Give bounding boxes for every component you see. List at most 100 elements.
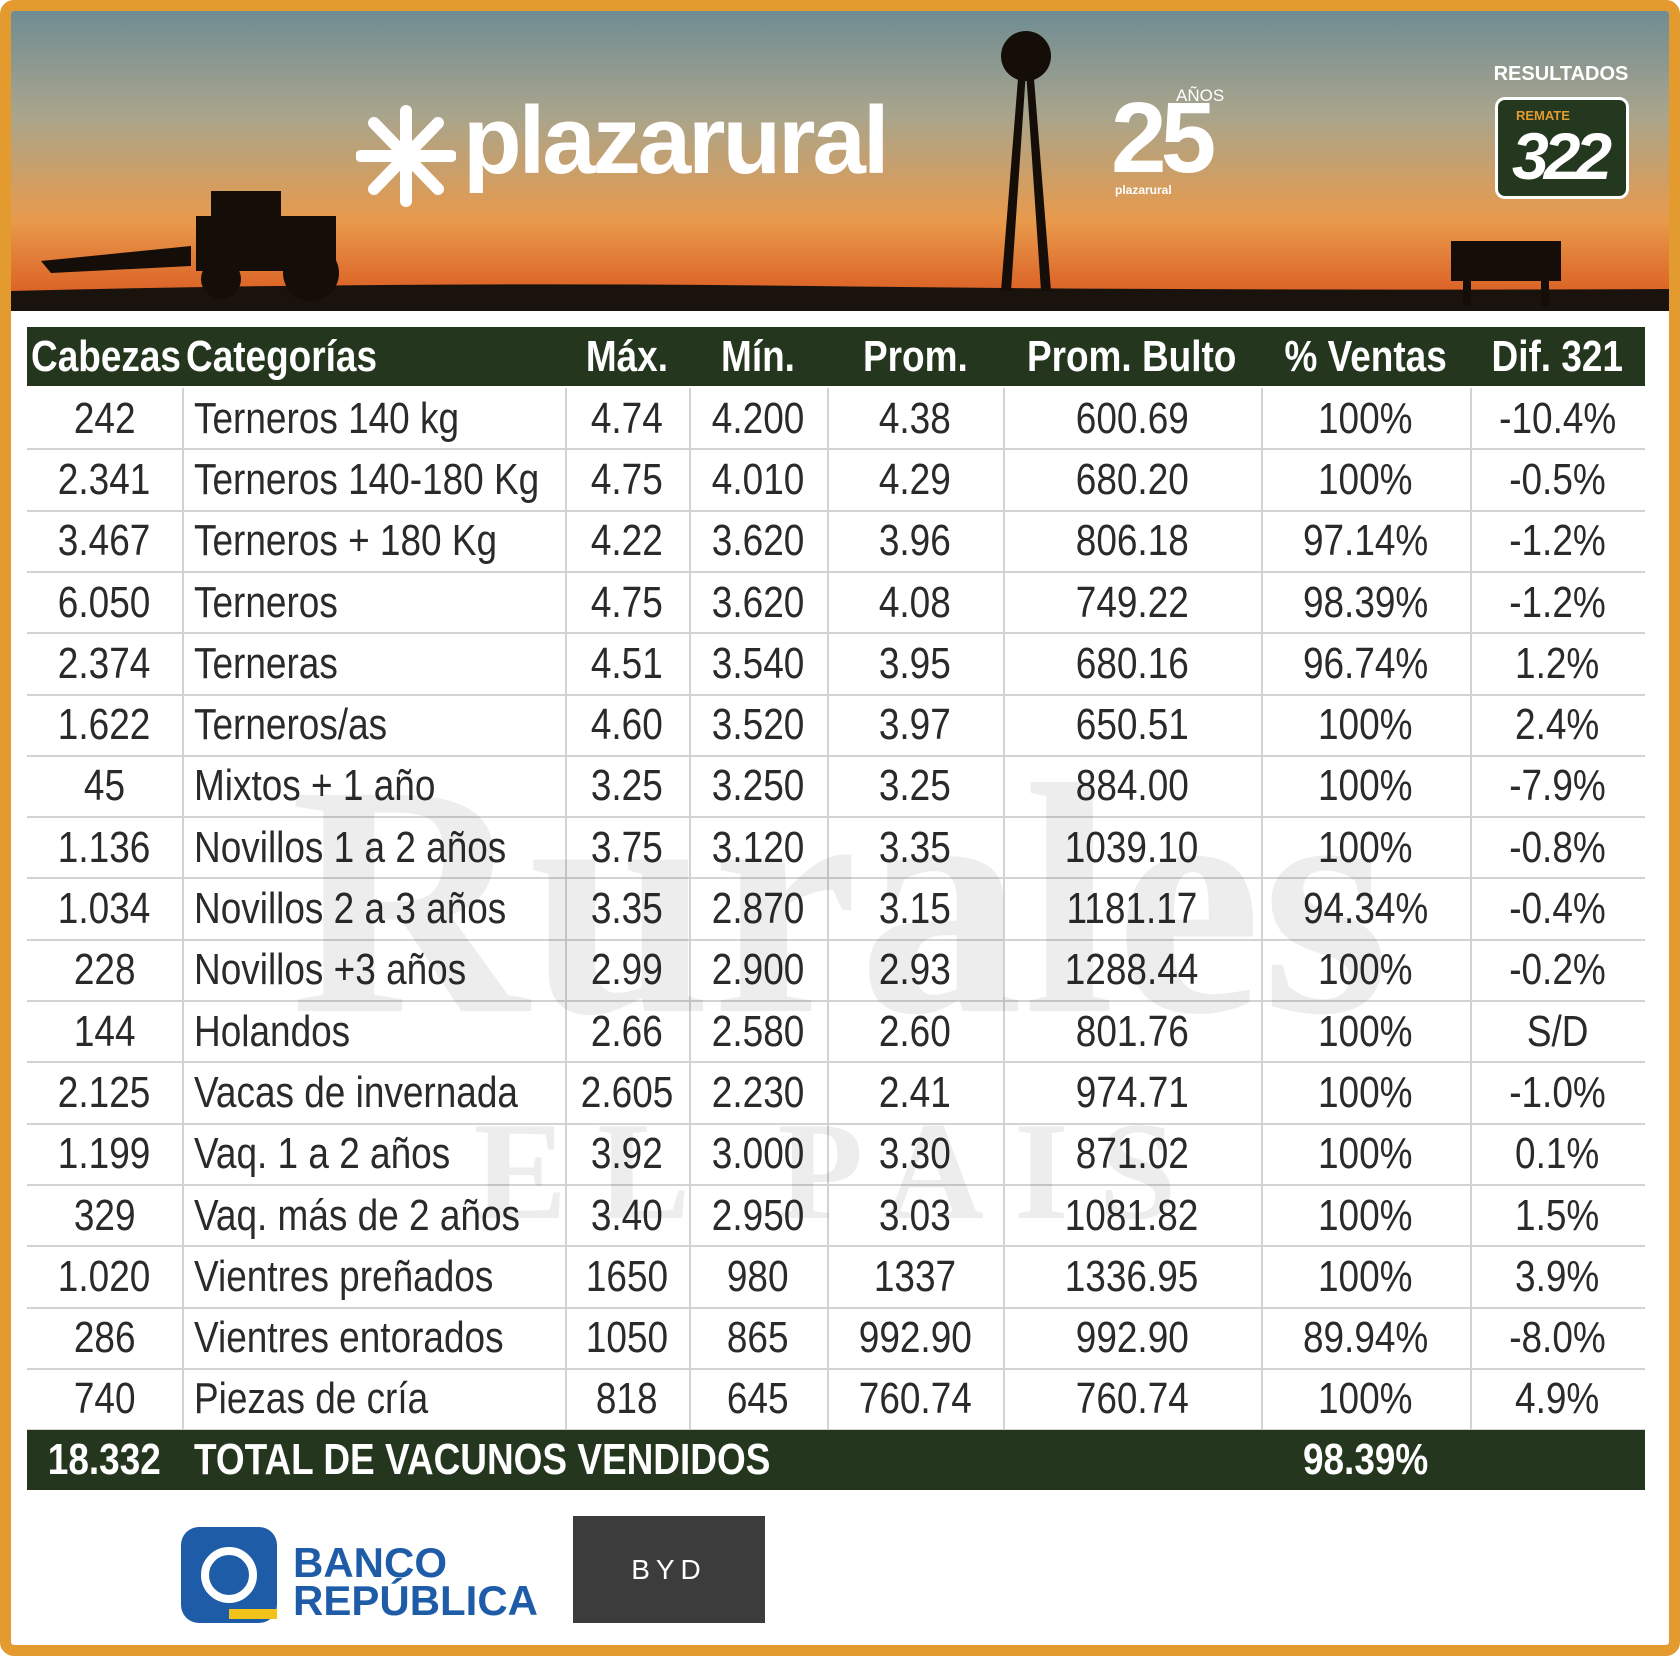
table-cell: 2.900: [689, 940, 827, 1001]
table-cell-text: 4.74: [591, 393, 663, 443]
table-cell: 4.9%: [1470, 1369, 1645, 1430]
table-cell: 818: [565, 1369, 689, 1430]
table-cell: 3.250: [689, 756, 827, 817]
table-cell-text: 4.010: [711, 454, 805, 504]
table-cell: 1.034: [27, 878, 182, 939]
table-cell: 100%: [1261, 388, 1470, 449]
table-cell-text: 3.120: [711, 822, 805, 872]
table-cell-text: 100%: [1318, 1374, 1413, 1424]
table-cell-text: 1050: [585, 1313, 669, 1363]
total-cell: 98.39%: [1261, 1430, 1470, 1490]
table-cell-text: 3.03: [879, 1190, 951, 1240]
table-cell: -1.2%: [1470, 511, 1645, 572]
table-cell-text: 100%: [1318, 700, 1413, 750]
table-cell: 3.40: [565, 1185, 689, 1246]
table-cell: 100%: [1261, 695, 1470, 756]
table-cell: 2.950: [689, 1185, 827, 1246]
table-cell: 2.341: [27, 449, 182, 510]
table-cell-text: 329: [73, 1190, 136, 1240]
row-line: [27, 1245, 1645, 1248]
table-cell: 3.120: [689, 817, 827, 878]
table-cell-text: 1.5%: [1515, 1190, 1600, 1240]
total-row: [27, 1430, 1645, 1491]
table-cell-text: 98.39%: [1302, 577, 1429, 627]
table-cell-text: Terneros 140 kg: [194, 393, 460, 443]
bank-name: BANCO REPÚBLICA: [293, 1542, 538, 1622]
table-cell-text: 2.66: [591, 1006, 663, 1056]
table-cell-text: 228: [73, 945, 136, 995]
table-cell: 3.25: [565, 756, 689, 817]
column-line: [565, 388, 567, 1431]
table-cell-text: Piezas de cría: [194, 1374, 429, 1424]
table-cell: 3.96: [827, 511, 1003, 572]
table-cell-text: 2.93: [879, 945, 951, 995]
table-cell: 4.51: [565, 633, 689, 694]
table-cell: 100%: [1261, 1246, 1470, 1307]
table-cell-text: -1.0%: [1509, 1067, 1606, 1117]
table-cell-text: 3.520: [711, 700, 805, 750]
table-cell: 1650: [565, 1246, 689, 1307]
table-cell: 680.16: [1003, 633, 1261, 694]
column-header: Cabezas: [27, 327, 186, 386]
table-cell-text: Terneros 140-180 Kg: [194, 454, 540, 504]
table-cell-text: 1.199: [58, 1129, 151, 1179]
car-logo: BYD: [573, 1516, 765, 1623]
table-cell-text: 992.90: [858, 1313, 972, 1363]
table-cell-text: 100%: [1318, 1129, 1413, 1179]
table-cell: 884.00: [1003, 756, 1261, 817]
table-cell-text: 974.71: [1075, 1067, 1189, 1117]
table-cell-text: 3.40: [591, 1190, 663, 1240]
column-line: [827, 388, 829, 1431]
table-cell-text: 871.02: [1075, 1129, 1189, 1179]
table-cell: 3.15: [827, 878, 1003, 939]
column-header-text: Prom.: [862, 331, 968, 381]
table-cell: 100%: [1261, 756, 1470, 817]
table-cell: 2.580: [689, 1001, 827, 1062]
table-cell-text: 818: [596, 1374, 658, 1424]
column-header-text: Categorías: [186, 331, 378, 381]
table-cell-text: 3.30: [879, 1129, 951, 1179]
anniversary-word: AÑOS: [1176, 86, 1225, 105]
table-cell-text: Novillos 2 a 3 años: [194, 884, 507, 934]
table-cell-text: Vientres entorados: [194, 1313, 504, 1363]
table-cell-text: 1.136: [58, 822, 151, 872]
table-cell: 992.90: [1003, 1308, 1261, 1369]
table-cell: 1336.95: [1003, 1246, 1261, 1307]
table-cell-text: 806.18: [1075, 516, 1189, 566]
table-cell: 4.75: [565, 449, 689, 510]
table-cell: 992.90: [827, 1308, 1003, 1369]
table-cell-text: 650.51: [1075, 700, 1189, 750]
table-cell: -8.0%: [1470, 1308, 1645, 1369]
total-cell-text: TOTAL DE VACUNOS VENDIDOS: [194, 1435, 771, 1485]
table-cell: 3.03: [827, 1185, 1003, 1246]
table-cell: 94.34%: [1261, 878, 1470, 939]
table-cell: 4.08: [827, 572, 1003, 633]
table-cell-text: 1337: [873, 1251, 957, 1301]
table-cell-text: 89.94%: [1302, 1313, 1429, 1363]
table-cell: 242: [27, 388, 182, 449]
table-cell-text: 1.2%: [1515, 638, 1600, 688]
table-cell-text: 2.60: [879, 1006, 951, 1056]
table-cell-text: 94.34%: [1302, 884, 1429, 934]
table-cell: 100%: [1261, 1001, 1470, 1062]
table-cell: Vientres preñados: [182, 1246, 577, 1307]
table-cell-text: 2.4%: [1515, 700, 1600, 750]
table-cell-text: -0.5%: [1509, 454, 1606, 504]
table-cell: 3.95: [827, 633, 1003, 694]
anniversary-brand: plazarural: [1115, 183, 1172, 197]
table-cell-text: 2.41: [879, 1067, 951, 1117]
table-cell-text: 0.1%: [1515, 1129, 1600, 1179]
table-cell-text: -0.8%: [1509, 822, 1606, 872]
table-cell: -0.5%: [1470, 449, 1645, 510]
table-cell: 100%: [1261, 1369, 1470, 1430]
table-cell-text: 749.22: [1075, 577, 1189, 627]
row-line: [27, 509, 1645, 512]
table-cell: 1.136: [27, 817, 182, 878]
column-header: Categorías: [182, 327, 569, 386]
table-cell: 806.18: [1003, 511, 1261, 572]
table-cell: 3.35: [827, 817, 1003, 878]
row-line: [27, 448, 1645, 451]
table-cell: 4.010: [689, 449, 827, 510]
column-line: [1003, 388, 1005, 1431]
table-cell: 1039.10: [1003, 817, 1261, 878]
